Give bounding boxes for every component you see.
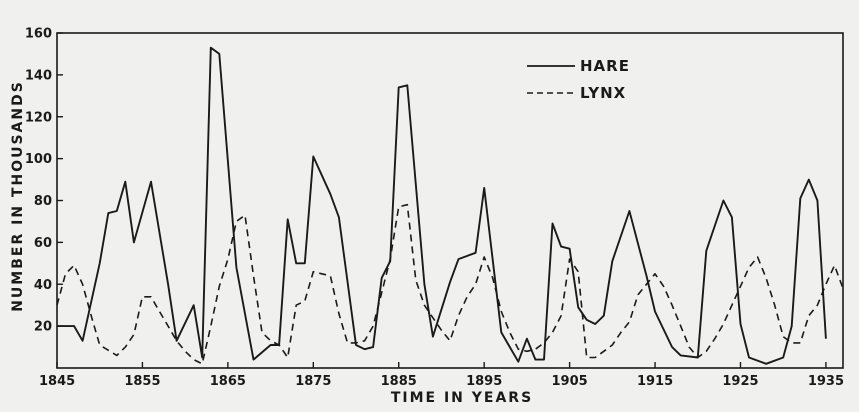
legend: HARE LYNX [527,57,630,102]
series-line-lynx [56,203,844,365]
series-line-hare [57,46,827,365]
x-tick-label: 1845 [39,374,75,389]
y-tick-label: 120 [25,110,52,125]
x-tick-label: 1905 [552,374,588,389]
x-tick-label: 1935 [808,374,844,389]
x-tick-label: 1895 [466,374,502,389]
x-tick-label: 1915 [637,374,673,389]
y-tick-label: 80 [34,194,52,209]
y-tick-label: 160 [25,27,52,42]
x-tick-label: 1865 [210,374,246,389]
legend-lynx-label: LYNX [580,84,626,102]
legend-hare-label: HARE [580,57,630,75]
x-tick-label: 1855 [124,374,160,389]
y-tick-label: 40 [34,278,52,293]
x-axis-label: TIME IN YEARS [391,390,533,406]
x-tick-label: 1885 [381,374,417,389]
y-axis-label: NUMBER IN THOUSANDS [10,80,26,312]
y-tick-label: 100 [25,152,52,167]
x-tick-label: 1875 [295,374,331,389]
y-tick-label: 20 [34,320,52,335]
x-axis-ticks: 1845 1855 1865 1875 1885 1895 1905 1915 1925 1935 [39,362,844,389]
series-layer [56,46,844,365]
x-tick-label: 1925 [722,374,758,389]
y-tick-label: 60 [34,236,52,251]
y-tick-label: 140 [25,68,52,83]
y-axis-ticks: 20 40 60 80 100 120 140 160 [25,27,63,335]
